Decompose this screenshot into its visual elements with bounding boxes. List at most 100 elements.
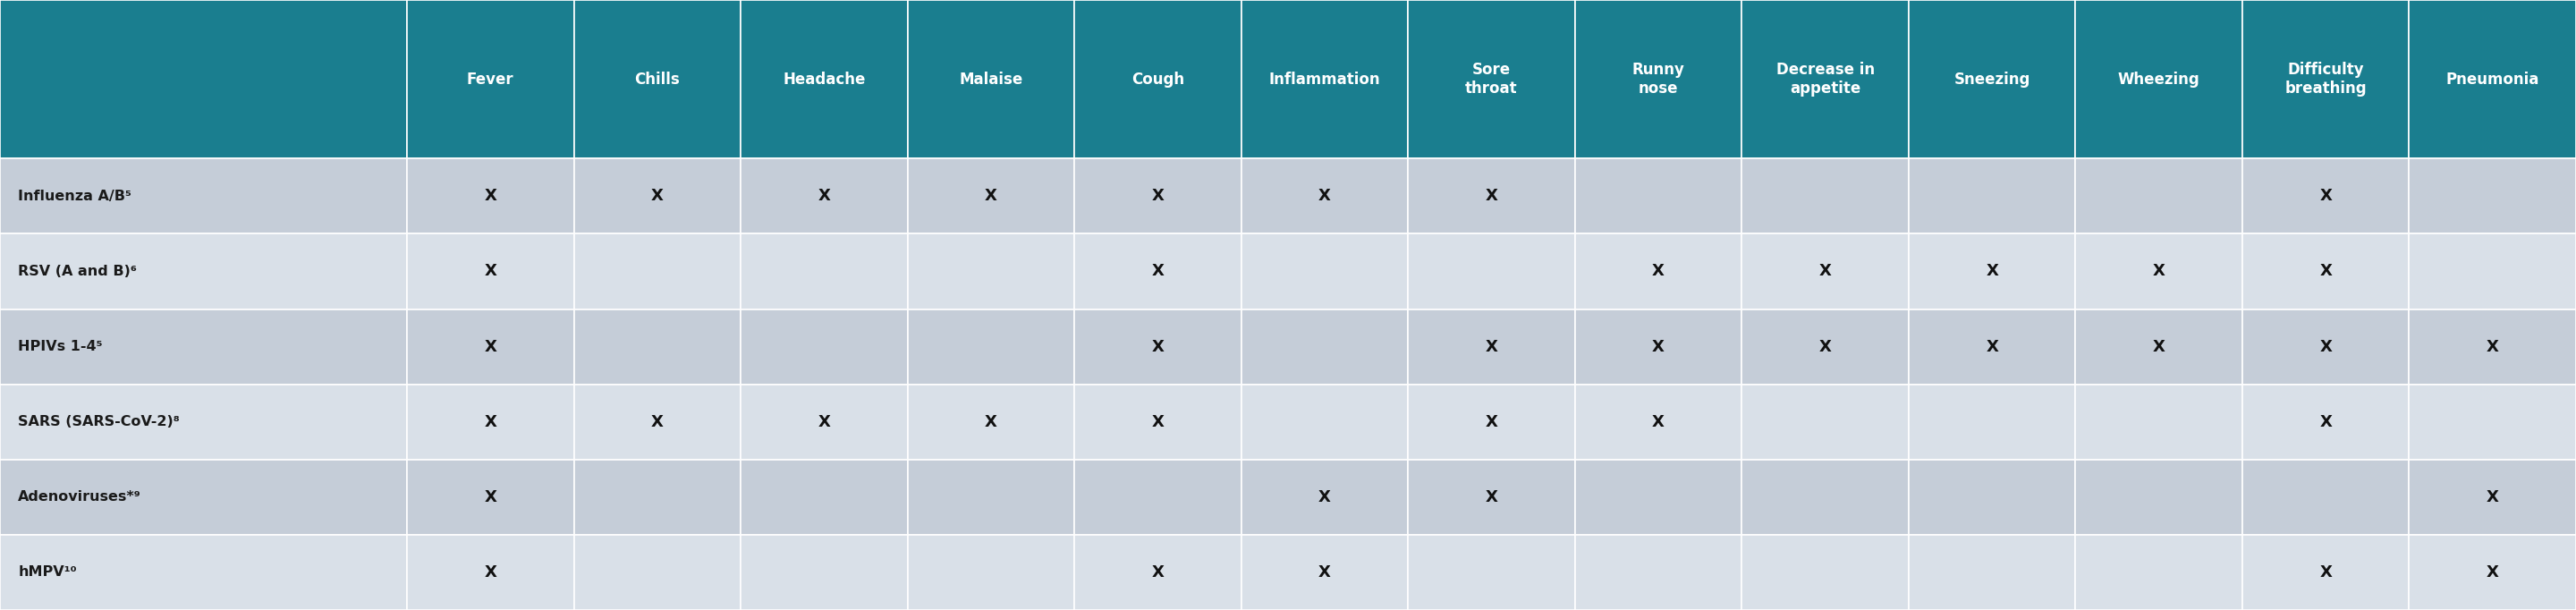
Bar [1074,0,1242,159]
Bar [1574,384,1741,459]
Bar [1242,309,1409,384]
Bar [1741,0,1909,159]
Bar [407,459,574,535]
Text: X: X [1151,564,1164,581]
Bar [407,309,574,384]
Bar [0,535,407,610]
Bar [407,234,574,309]
Text: X: X [984,414,997,430]
Bar [2241,309,2409,384]
Text: X: X [1486,188,1497,204]
Bar [1909,0,2076,159]
Bar [574,159,742,234]
Bar [2409,234,2576,309]
Bar [907,234,1074,309]
Text: X: X [652,414,665,430]
Text: X: X [819,414,829,430]
Text: X: X [1819,264,1832,279]
Bar [1409,0,1574,159]
Bar [407,0,574,159]
Bar [742,159,907,234]
Text: X: X [2318,188,2331,204]
Bar [574,309,742,384]
Bar [1409,535,1574,610]
Text: X: X [819,188,829,204]
Bar [1574,535,1741,610]
Bar [1574,159,1741,234]
Bar [2241,159,2409,234]
Text: X: X [1986,264,1999,279]
Bar [1574,234,1741,309]
Text: X: X [1319,564,1332,581]
Bar [1242,535,1409,610]
Bar [1741,459,1909,535]
Bar [1242,459,1409,535]
Bar [2409,459,2576,535]
Bar [2076,535,2241,610]
Bar [0,309,407,384]
Bar [907,459,1074,535]
Bar [1741,384,1909,459]
Bar [1409,234,1574,309]
Bar [0,0,407,159]
Text: X: X [484,414,497,430]
Bar [2076,459,2241,535]
Bar [2241,384,2409,459]
Text: X: X [2486,489,2499,505]
Bar [407,384,574,459]
Text: X: X [1319,489,1332,505]
Bar [1074,384,1242,459]
Bar [1741,309,1909,384]
Bar [2409,535,2576,610]
Bar [1574,309,1741,384]
Bar [2076,159,2241,234]
Bar [2241,0,2409,159]
Text: X: X [484,489,497,505]
Text: X: X [2318,564,2331,581]
Text: X: X [1151,414,1164,430]
Text: Fever: Fever [466,71,515,87]
Text: Malaise: Malaise [958,71,1023,87]
Text: Difficulty
breathing: Difficulty breathing [2285,62,2367,96]
Bar [2241,459,2409,535]
Bar [1409,459,1574,535]
Text: SARS (SARS-CoV-2)⁸: SARS (SARS-CoV-2)⁸ [18,415,180,429]
Text: X: X [1486,414,1497,430]
Text: hMPV¹⁰: hMPV¹⁰ [18,565,77,579]
Bar [1741,234,1909,309]
Bar [1409,159,1574,234]
Text: X: X [2318,339,2331,355]
Text: X: X [1651,264,1664,279]
Bar [742,459,907,535]
Text: Pneumonia: Pneumonia [2445,71,2540,87]
Text: Headache: Headache [783,71,866,87]
Bar [907,0,1074,159]
Text: Sore
throat: Sore throat [1466,62,1517,96]
Text: X: X [1651,339,1664,355]
Text: X: X [652,188,665,204]
Text: X: X [2318,264,2331,279]
Bar [2409,384,2576,459]
Bar [1074,234,1242,309]
Bar [1909,159,2076,234]
Bar [0,384,407,459]
Bar [2409,0,2576,159]
Text: X: X [984,188,997,204]
Text: X: X [1651,414,1664,430]
Bar [2241,234,2409,309]
Bar [907,384,1074,459]
Text: Influenza A/B⁵: Influenza A/B⁵ [18,190,131,203]
Text: RSV (A and B)⁶: RSV (A and B)⁶ [18,265,137,278]
Text: Cough: Cough [1131,71,1185,87]
Bar [1242,234,1409,309]
Bar [742,0,907,159]
Text: X: X [1486,489,1497,505]
Bar [1909,459,2076,535]
Bar [1909,309,2076,384]
Text: Runny
nose: Runny nose [1633,62,1685,96]
Text: X: X [2154,264,2164,279]
Text: X: X [2318,414,2331,430]
Text: X: X [484,339,497,355]
Bar [0,159,407,234]
Bar [907,535,1074,610]
